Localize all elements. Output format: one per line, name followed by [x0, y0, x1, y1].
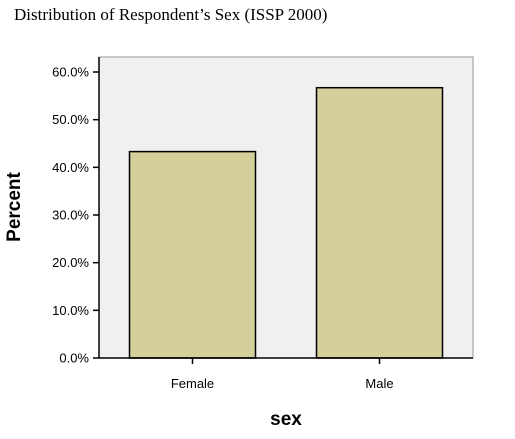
y-tick-label: 30.0%: [52, 208, 89, 223]
bars-group: [128, 86, 444, 359]
y-ticks-group: 0.0% 10.0% 20.0% 30.0% 40.0% 50.0% 60.0%: [52, 65, 99, 366]
x-tick-label-female: Female: [171, 376, 214, 391]
chart-title: Distribution of Respondent’s Sex (ISSP 2…: [14, 5, 327, 24]
x-ticks-group: Female Male: [171, 358, 394, 391]
bar-male: [315, 86, 444, 359]
y-axis-title: Percent: [4, 171, 25, 241]
bar-female: [128, 150, 257, 359]
y-tick-label: 0.0%: [59, 351, 89, 366]
x-axis-title: sex: [270, 409, 302, 430]
y-tick-label: 40.0%: [52, 160, 89, 175]
y-tick-label: 50.0%: [52, 112, 89, 127]
y-tick-label: 20.0%: [52, 255, 89, 270]
y-tick-label: 10.0%: [52, 303, 89, 318]
y-tick-label: 60.0%: [52, 65, 89, 80]
x-tick-label-male: Male: [365, 376, 393, 391]
